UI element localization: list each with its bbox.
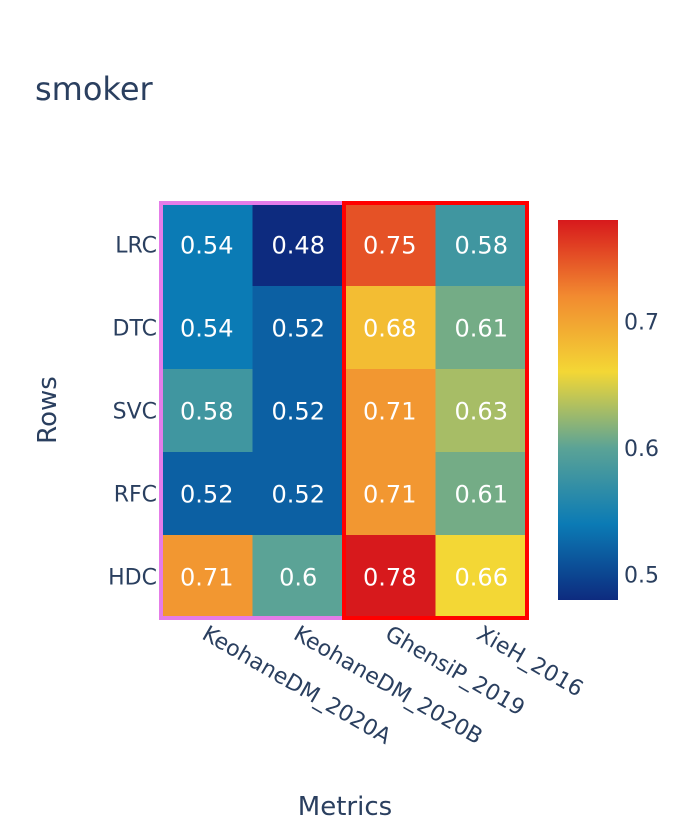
heatmap-cell: [252, 203, 345, 287]
cell-value-label: 0.66: [455, 564, 508, 592]
y-tick-labels: LRC DTC SVC RFC HDC: [108, 234, 157, 591]
cell-value-label: 0.68: [363, 315, 416, 343]
heatmap-cell: [252, 369, 345, 453]
heatmap-cell: [435, 369, 528, 453]
heatmap-cell: [344, 203, 436, 287]
colorbar-tick-label: 0.7: [624, 310, 659, 335]
heatmap-cell: [161, 203, 253, 287]
y-tick-label: SVC: [113, 400, 157, 425]
heatmap-cell: [435, 203, 528, 287]
cell-value-label: 0.58: [180, 398, 233, 426]
heatmap-cell: [344, 535, 436, 619]
cell-value-label: 0.63: [455, 398, 508, 426]
x-axis-label: Metrics: [298, 792, 392, 822]
heatmap-cell: [344, 369, 436, 453]
cell-value-label: 0.54: [180, 232, 233, 260]
cell-value-label: 0.61: [455, 315, 508, 343]
cell-value-label: 0.58: [455, 232, 508, 260]
heatmap-cell: [435, 452, 528, 536]
cell-value-label: 0.61: [455, 481, 508, 509]
cell-value-label: 0.6: [279, 564, 317, 592]
heatmap-cell: [344, 452, 436, 536]
chart-title: smoker: [35, 70, 154, 108]
heatmap-cells: 0.54 0.48 0.75 0.58 0.54 0.52 0.68 0.61 0.58 0.52…: [161, 203, 528, 619]
y-tick-label: DTC: [113, 317, 157, 342]
cell-value-label: 0.52: [180, 481, 233, 509]
cell-value-label: 0.52: [272, 398, 325, 426]
heatmap-cell: [161, 369, 253, 453]
cell-value-label: 0.78: [363, 564, 416, 592]
cell-value-label: 0.75: [363, 232, 416, 260]
group-box: [342, 201, 529, 620]
colorbar: [558, 220, 618, 600]
cell-value-label: 0.52: [272, 315, 325, 343]
heatmap-cell: [161, 535, 253, 619]
heatmap-cell: [161, 452, 253, 536]
heatmap-cell: [435, 286, 528, 370]
colorbar-tick-label: 0.6: [624, 437, 659, 462]
cell-value-label: 0.71: [180, 564, 233, 592]
group-boxes: [159, 201, 529, 620]
y-tick-label: RFC: [114, 483, 157, 508]
heatmap-cell: [344, 286, 436, 370]
cell-value-label: 0.54: [180, 315, 233, 343]
heatmap-cell: [252, 535, 345, 619]
heatmap-cell: [435, 535, 528, 619]
y-tick-label: HDC: [108, 566, 157, 591]
cell-value-label: 0.52: [272, 481, 325, 509]
y-tick-label: LRC: [115, 234, 157, 259]
y-axis-label: Rows: [33, 376, 63, 444]
colorbar-ticks: 0.5 0.6 0.7: [624, 310, 659, 588]
cell-value-label: 0.48: [272, 232, 325, 260]
heatmap-cell: [252, 452, 345, 536]
heatmap-cell: [252, 286, 345, 370]
cell-value-label: 0.71: [363, 481, 416, 509]
x-tick-labels: KeohaneDM_2020AKeohaneDM_2020BGhensiP_20…: [198, 622, 587, 750]
colorbar-tick-label: 0.5: [624, 564, 659, 589]
cell-value-label: 0.71: [363, 398, 416, 426]
heatmap-cell: [161, 286, 253, 370]
